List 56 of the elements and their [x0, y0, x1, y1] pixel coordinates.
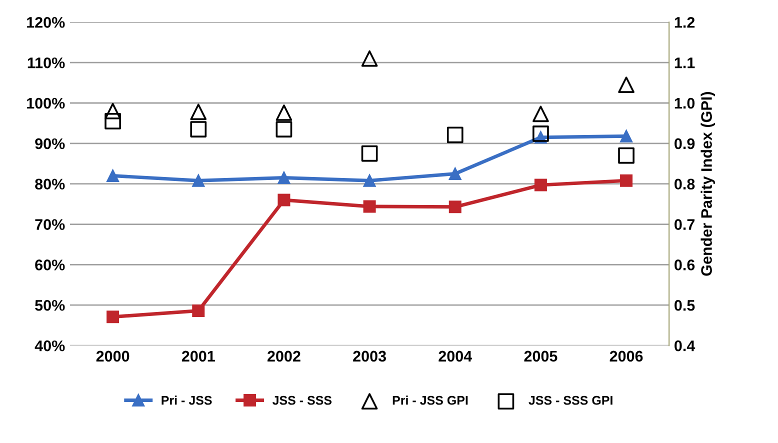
y2-tick-label: 0.4 [674, 340, 696, 352]
x-tick-label: 2001 [182, 350, 215, 362]
y2-tick-label: 1.2 [674, 17, 695, 28]
point [278, 172, 290, 184]
y-tick-label: 60% [35, 260, 65, 270]
point [104, 102, 121, 120]
point [448, 200, 462, 214]
point [106, 170, 120, 182]
legend-label: Pri - JSS GPI [392, 396, 468, 405]
y-tick-label: 90% [35, 138, 65, 150]
legend-label: JSS - SSS [272, 396, 332, 405]
x-tick-label: 2002 [268, 350, 300, 362]
y2-tick-label: 0.9 [674, 138, 695, 150]
point [190, 121, 207, 138]
x-tick-label: 2005 [524, 350, 558, 362]
point [190, 104, 207, 120]
point [192, 174, 205, 187]
y2-tick-label: 0.8 [674, 178, 695, 190]
point [278, 194, 290, 206]
point [532, 106, 549, 122]
point [104, 113, 121, 130]
legend-label: JSS - SSS GPI [528, 396, 612, 405]
point [446, 126, 464, 144]
y-tick-label: 110% [28, 57, 65, 68]
point [448, 167, 462, 180]
y-tick-label: 40% [34, 340, 65, 352]
point [276, 121, 292, 138]
y2-tick-label: 0.5 [674, 300, 695, 311]
y2-axis-title: Gender Parity Index (GPI) [700, 92, 715, 276]
y-tick-label: 80% [35, 178, 65, 190]
y-tick-label: 100% [27, 98, 65, 109]
point [363, 200, 376, 213]
point [534, 178, 547, 192]
point [618, 76, 634, 93]
point [363, 174, 376, 187]
point [276, 104, 292, 121]
y2-tick-label: 0.6 [674, 260, 695, 270]
point [620, 130, 633, 142]
x-tick-label: 2000 [96, 350, 130, 362]
y-tick-label: 70% [35, 219, 65, 230]
point [361, 50, 378, 67]
point [361, 145, 378, 162]
y-tick-label: 120% [27, 17, 65, 28]
point [532, 126, 549, 142]
x-tick-label: 2003 [353, 350, 386, 362]
point [620, 174, 633, 187]
point [106, 310, 120, 324]
x-tick-label: 2004 [438, 350, 472, 362]
y2-tick-label: 0.7 [674, 219, 695, 230]
point [192, 304, 205, 318]
y2-tick-label: 1.1 [674, 58, 695, 68]
x-tick-label: 2006 [610, 350, 643, 362]
point [618, 147, 634, 164]
legend-label: Pri - JSS [162, 396, 212, 405]
y2-tick-label: 1.0 [674, 98, 695, 109]
y-tick-label: 50% [35, 300, 65, 311]
